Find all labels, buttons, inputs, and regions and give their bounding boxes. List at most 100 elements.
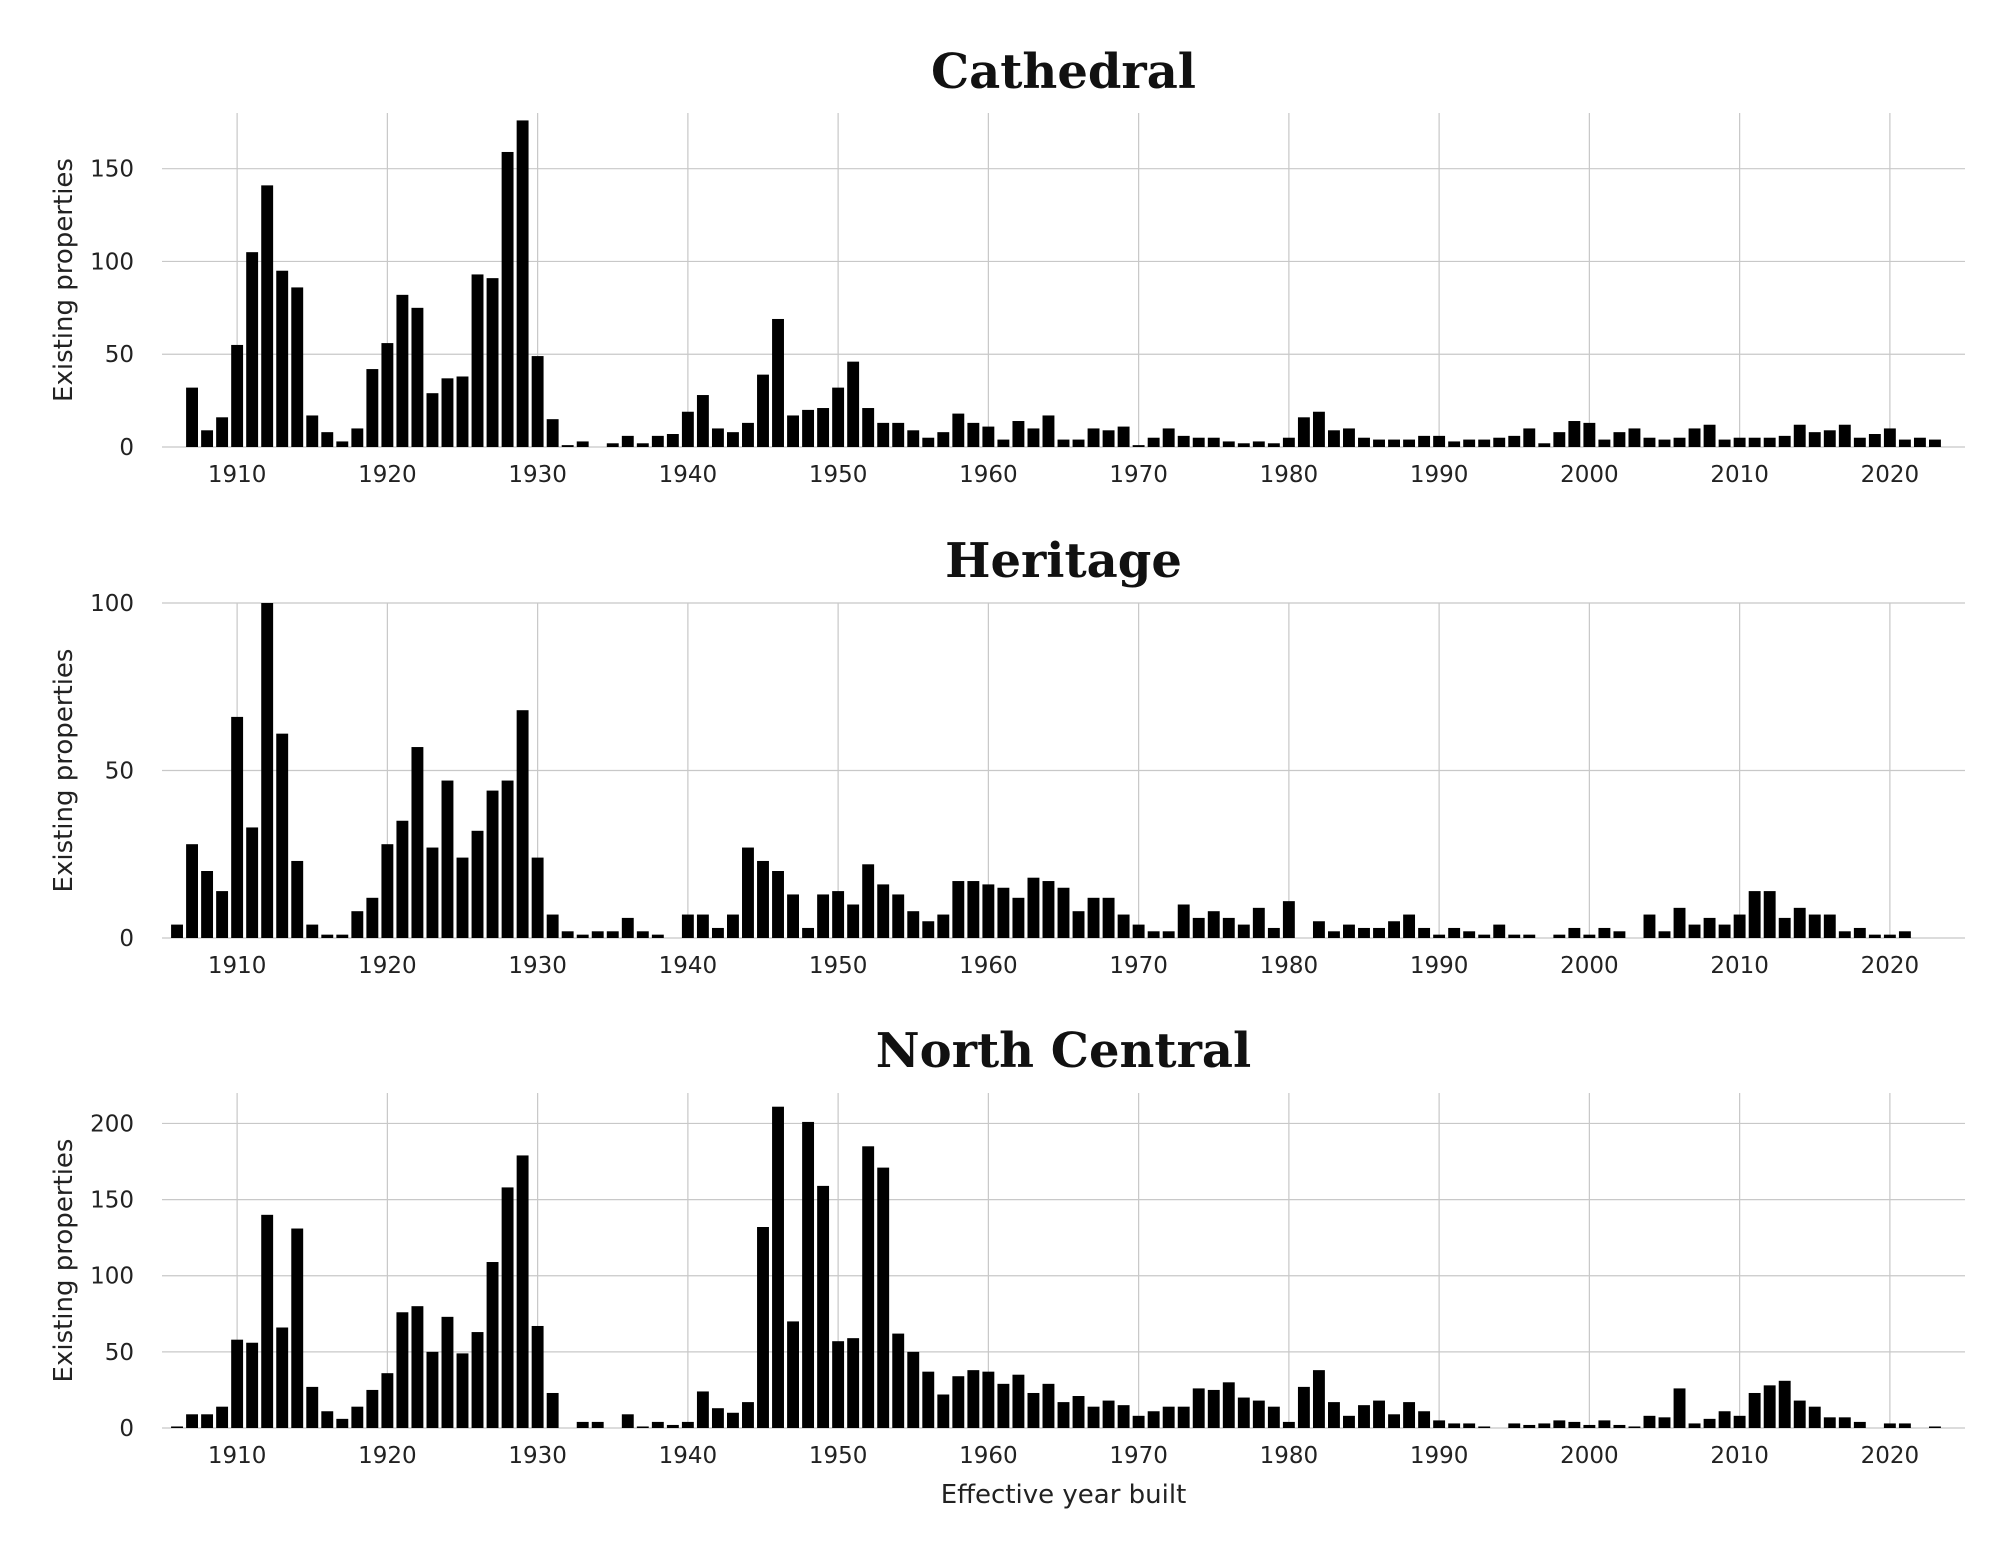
bar (531, 1325, 544, 1428)
bar (1207, 911, 1220, 938)
bar (486, 278, 499, 447)
x-tick-label: 1940 (659, 953, 718, 979)
bar (351, 1406, 364, 1428)
bar (636, 1426, 649, 1428)
bar (1748, 1392, 1761, 1428)
bar (1688, 924, 1701, 938)
bar (742, 847, 754, 938)
y-tick-label: 100 (90, 591, 134, 617)
bar (1147, 1411, 1160, 1428)
bar (1493, 437, 1506, 447)
bar (1388, 1414, 1400, 1428)
y-tick-label: 100 (90, 249, 134, 275)
bar (1523, 428, 1536, 447)
bar (201, 1414, 214, 1428)
bar (351, 911, 364, 938)
x-tick-label: 2000 (1560, 953, 1619, 979)
bar (1102, 430, 1115, 447)
bar (727, 914, 739, 938)
bar (1328, 931, 1340, 938)
bar (1177, 435, 1190, 447)
bar (1012, 897, 1025, 938)
x-tick-label: 1950 (809, 1443, 868, 1469)
bar (411, 747, 424, 938)
x-tick-label: 1930 (508, 1443, 567, 1469)
bar (1072, 439, 1085, 447)
bar (1102, 1400, 1115, 1428)
bar (1718, 439, 1731, 447)
bar (576, 1421, 589, 1428)
x-tick-label: 1970 (1109, 462, 1168, 488)
bar (772, 1106, 784, 1428)
x-tick-label: 2020 (1861, 462, 1920, 488)
y-tick-label: 50 (105, 342, 134, 368)
bar (1523, 934, 1536, 938)
bar (186, 1414, 198, 1428)
x-tick-label: 1960 (959, 462, 1018, 488)
bar (1793, 907, 1806, 938)
bar (501, 1187, 514, 1428)
bar (681, 1421, 694, 1428)
bar (1448, 1423, 1461, 1428)
x-tick-label: 1950 (809, 953, 868, 979)
bar (321, 432, 334, 447)
bar (1343, 1415, 1355, 1428)
bar (261, 1214, 274, 1428)
bar (1853, 927, 1866, 938)
bar (636, 443, 649, 447)
bar (366, 897, 379, 938)
bar (892, 422, 905, 447)
bar (727, 1412, 739, 1428)
x-tick-label: 1990 (1410, 1443, 1469, 1469)
bar (1793, 1400, 1806, 1428)
bar (1252, 1400, 1265, 1428)
bar (1433, 1420, 1446, 1428)
bar (1478, 439, 1491, 447)
y-tick-label: 200 (90, 1111, 134, 1137)
bar (1688, 1423, 1701, 1428)
bar (606, 443, 619, 447)
bar (426, 1351, 439, 1428)
bar (1463, 1423, 1476, 1428)
bar (1508, 1423, 1521, 1428)
bar (1808, 914, 1821, 938)
bar (351, 428, 364, 447)
bar (201, 871, 214, 938)
bar (1388, 921, 1400, 938)
bar (937, 914, 950, 938)
bar (456, 857, 469, 938)
bar (1658, 931, 1671, 938)
bar (1418, 1411, 1431, 1428)
bar (426, 847, 439, 938)
y-tick-label: 150 (90, 157, 134, 183)
bar (1192, 1388, 1205, 1428)
bar (1553, 934, 1566, 938)
bar (366, 369, 379, 447)
bar (802, 927, 815, 938)
bar (1132, 924, 1145, 938)
bar (1673, 1388, 1686, 1428)
bar (1222, 441, 1235, 447)
bar (441, 780, 454, 938)
bar (1403, 914, 1416, 938)
bar (1237, 924, 1250, 938)
bar (1042, 1383, 1055, 1428)
bar (1523, 1424, 1536, 1428)
bar (1087, 428, 1100, 447)
bar (1853, 437, 1866, 447)
bar (516, 120, 529, 448)
bar (967, 422, 980, 447)
x-tick-label: 1980 (1260, 462, 1319, 488)
bar (1583, 1424, 1596, 1428)
bar (1568, 421, 1581, 447)
bar (1763, 1385, 1776, 1428)
bar (757, 1227, 769, 1428)
bar (1628, 428, 1641, 447)
y-axis-label: Existing properties (49, 649, 79, 893)
y-tick-label: 0 (119, 1416, 134, 1442)
bar (486, 1262, 499, 1428)
bar (877, 1167, 890, 1428)
bar (441, 378, 454, 447)
bar (1433, 435, 1446, 447)
bar (276, 1327, 289, 1428)
